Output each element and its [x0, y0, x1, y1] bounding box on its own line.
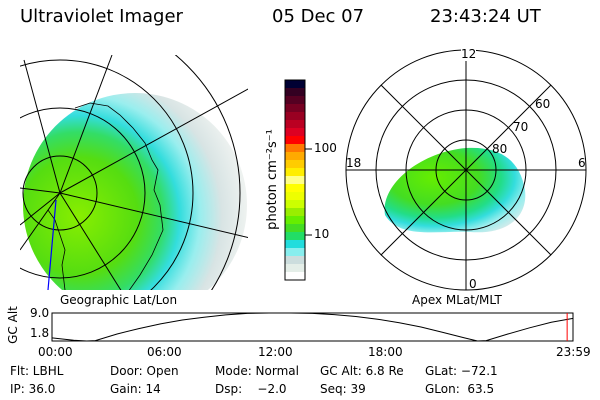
colorbar-frame: [284, 79, 306, 281]
colorbar-swatch: [285, 96, 305, 105]
door-info: Door: Open: [110, 364, 179, 378]
colorbar-swatch: [285, 224, 305, 233]
geographic-map: [20, 55, 248, 290]
colorbar-swatch: [285, 152, 305, 161]
x-tick-3: 18:00: [368, 345, 403, 359]
altitude-plot: [51, 312, 574, 342]
colorbar-swatch: [285, 184, 305, 193]
colorbar-tick-10: 10: [314, 227, 330, 241]
filter-info: Flt: LBHL: [10, 364, 64, 378]
altitude-line: [51, 312, 574, 342]
colorbar-swatch: [285, 248, 305, 257]
seq-info: Seq: 39: [320, 382, 366, 396]
colorbar-swatch: [285, 168, 305, 177]
colorbar-swatch: [285, 240, 305, 249]
mlt-label-12: 12: [461, 47, 477, 61]
colorbar-swatch: [285, 104, 305, 113]
colorbar-swatch: [285, 176, 305, 185]
gain-info: Gain: 14: [110, 382, 161, 396]
colorbar-swatch: [285, 128, 305, 137]
y-tick-max: 9.0: [30, 306, 50, 320]
satellite-track: [47, 199, 57, 290]
colorbar-swatch: [285, 160, 305, 169]
instrument-title: Ultraviolet Imager: [20, 6, 183, 27]
colorbar-swatch: [285, 120, 305, 129]
colorbar-swatch: [285, 200, 305, 209]
x-tick-4: 23:59: [556, 345, 591, 359]
colorbar-swatch: [285, 192, 305, 201]
aurora-emission-geo: [23, 93, 247, 290]
mlat-label-80: 80: [492, 142, 508, 156]
colorbar-unit-label: photon cm⁻²s⁻¹: [265, 129, 280, 230]
geo-panel-label: Geographic Lat/Lon: [60, 293, 178, 307]
plot-frame: [51, 312, 574, 342]
mlt-label-6: 6: [578, 156, 586, 170]
coastline: [74, 102, 164, 290]
apex-panel-label: Apex MLat/MLT: [412, 293, 502, 307]
y-tick-min: 1.8: [30, 326, 50, 340]
colorbar-swatch: [285, 208, 305, 217]
colorbar-swatch: [285, 272, 305, 281]
gc-alt-info: GC Alt: 6.8 Re: [320, 364, 404, 378]
geo-grid: [20, 55, 248, 290]
y-axis-label: GC Alt: [5, 306, 20, 344]
x-tick-2: 12:00: [258, 345, 293, 359]
ip-info: IP: 36.0: [10, 382, 56, 396]
dsp-info: Dsp: −2.0: [215, 382, 287, 396]
colorbar-swatch: [285, 144, 305, 153]
polar-plot: [345, 49, 587, 291]
colorbar-swatch: [285, 216, 305, 225]
colorbar-swatch: [285, 88, 305, 97]
date-label: 05 Dec 07: [272, 6, 365, 27]
x-tick-0: 00:00: [38, 345, 73, 359]
mlt-label-0: 0: [469, 277, 477, 291]
aurora-oval: [384, 147, 526, 233]
time-label: 23:43:24 UT: [430, 6, 541, 27]
mlt-label-18: 18: [346, 156, 362, 170]
mode-info: Mode: Normal: [215, 364, 299, 378]
colorbar: [284, 79, 306, 281]
mlat-label-70: 70: [513, 120, 529, 134]
colorbar-swatch: [285, 232, 305, 241]
colorbar-swatch: [285, 136, 305, 145]
colorbar-swatch: [285, 80, 305, 89]
colorbar-tick-100: 100: [314, 141, 337, 155]
glat-info: GLat: −72.1: [425, 364, 498, 378]
colorbar-swatch: [285, 256, 305, 265]
colorbar-swatch: [285, 112, 305, 121]
mlat-label-60: 60: [535, 97, 551, 111]
x-tick-1: 06:00: [147, 345, 182, 359]
colorbar-swatch: [285, 264, 305, 273]
glon-info: GLon: 63.5: [425, 382, 495, 396]
